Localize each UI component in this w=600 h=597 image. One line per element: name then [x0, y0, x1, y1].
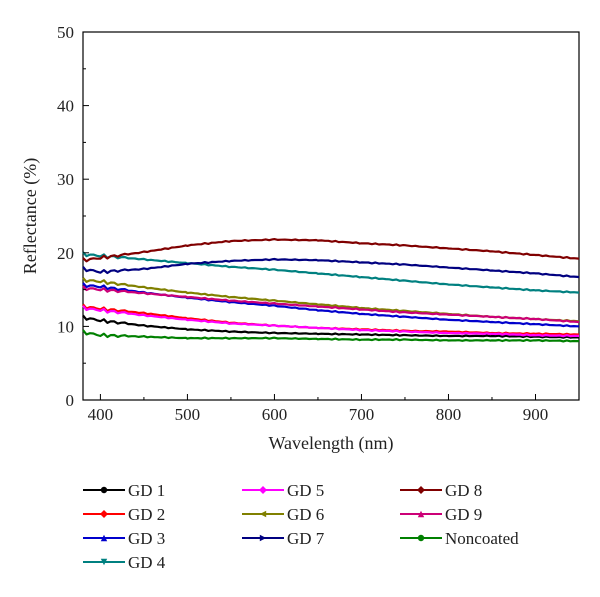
legend-label: GD 7 [287, 529, 325, 548]
legend-label: GD 4 [128, 553, 166, 572]
legend-marker [417, 510, 425, 518]
legend-marker [417, 534, 425, 542]
series-line-5 [82, 305, 580, 338]
plot-frame [82, 31, 580, 401]
y-tick-label: 40 [57, 97, 74, 116]
legend: GD 1 GD 2 GD 3 GD 4 GD 5 GD 6 GD 7 GD 8 GD 9 Nonc… [83, 481, 519, 572]
legend-marker [100, 558, 108, 566]
series-line-4 [82, 251, 579, 294]
legend-label: GD 1 [128, 481, 165, 500]
legend-marker [259, 486, 267, 494]
x-tick-label: 600 [262, 405, 288, 424]
legend-item-7: GD 7 [242, 529, 325, 548]
legend-label: GD 5 [287, 481, 324, 500]
legend-label: GD 9 [445, 505, 482, 524]
x-tick-label: 700 [349, 405, 375, 424]
legend-item-1: GD 1 [83, 481, 165, 500]
legend-item-2: GD 2 [83, 505, 165, 524]
x-tick-label: 800 [436, 405, 462, 424]
y-tick-label: 30 [57, 170, 74, 189]
series-line-2 [82, 303, 579, 336]
legend-item-10: Noncoated [400, 529, 519, 548]
legend-item-8: GD 8 [400, 481, 482, 500]
y-tick-label: 20 [57, 244, 74, 263]
y-tick-label: 10 [57, 317, 74, 336]
legend-label: GD 6 [287, 505, 324, 524]
series-line-7 [82, 257, 580, 279]
legend-label: GD 2 [128, 505, 165, 524]
legend-label: Noncoated [445, 529, 519, 548]
legend-marker [417, 486, 425, 494]
y-tick-label: 0 [66, 391, 75, 410]
series-line-8 [82, 238, 580, 263]
legend-marker [100, 486, 108, 494]
x-axis-title: Wavelength (nm) [268, 433, 393, 454]
legend-label: GD 3 [128, 529, 165, 548]
axes-layer: 400 500 600 700 800 900 0 10 20 30 40 50 [57, 23, 548, 424]
legend-item-9: GD 9 [400, 505, 482, 524]
x-tick-label: 500 [175, 405, 201, 424]
legend-marker [259, 534, 267, 542]
y-axis-title: Reflectance (%) [20, 158, 41, 274]
series-layer [82, 238, 580, 343]
series-line-9 [82, 285, 580, 324]
legend-marker [100, 510, 108, 518]
x-tick-label: 400 [88, 405, 114, 424]
y-tick-label: 50 [57, 23, 74, 42]
series-line-1 [82, 314, 579, 339]
series-line-10 [82, 329, 579, 343]
legend-item-4: GD 4 [83, 553, 166, 572]
legend-item-3: GD 3 [83, 529, 165, 548]
plot-area [82, 31, 580, 401]
legend-marker [259, 510, 267, 518]
x-tick-label: 900 [523, 405, 549, 424]
legend-label: GD 8 [445, 481, 482, 500]
legend-marker [100, 534, 108, 542]
legend-item-5: GD 5 [242, 481, 324, 500]
legend-item-6: GD 6 [242, 505, 324, 524]
